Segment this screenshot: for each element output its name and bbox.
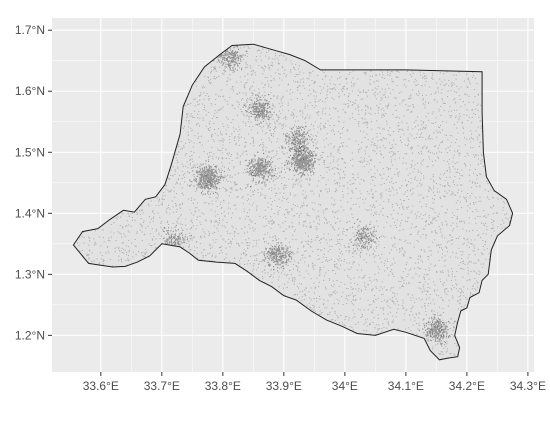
x-tick-label: 34.2°E (449, 379, 485, 393)
region-group (72, 43, 514, 361)
hotspot-cluster (245, 151, 281, 189)
point-density-layer (77, 44, 512, 357)
x-tick-label: 34.3°E (510, 379, 546, 393)
y-tick-label: 1.3°N (15, 267, 45, 281)
y-tick-label: 1.5°N (15, 145, 45, 159)
region-fill (73, 44, 513, 360)
hotspot-cluster (284, 142, 325, 181)
x-tick-label: 33.8°E (205, 379, 241, 393)
hotspot-cluster (241, 92, 278, 136)
y-axis-ticks: 1.2°N 1.3°N 1.4°N 1.5°N 1.6°N 1.7°N (15, 23, 52, 342)
hotspot-cluster (281, 125, 314, 157)
y-tick-label: 1.6°N (15, 84, 45, 98)
x-axis-ticks: 33.6°E 33.7°E 33.8°E 33.9°E 34°E 34.1°E 34.2°E… (83, 372, 546, 393)
x-tick-label: 33.7°E (144, 379, 180, 393)
x-tick-label: 34°E (332, 379, 358, 393)
region-boundary (72, 43, 514, 361)
y-tick-label: 1.7°N (15, 23, 45, 37)
hotspot-cluster (261, 240, 293, 272)
y-tick-label: 1.4°N (15, 206, 45, 220)
y-tick-label: 1.2°N (15, 328, 45, 342)
x-tick-label: 33.9°E (266, 379, 302, 393)
hotspot-cluster (188, 160, 225, 195)
background-points (77, 44, 512, 357)
hotspot-cluster (346, 219, 381, 255)
hotspot-cluster (418, 314, 456, 345)
x-tick-label: 33.6°E (83, 379, 119, 393)
x-tick-label: 34.1°E (388, 379, 424, 393)
